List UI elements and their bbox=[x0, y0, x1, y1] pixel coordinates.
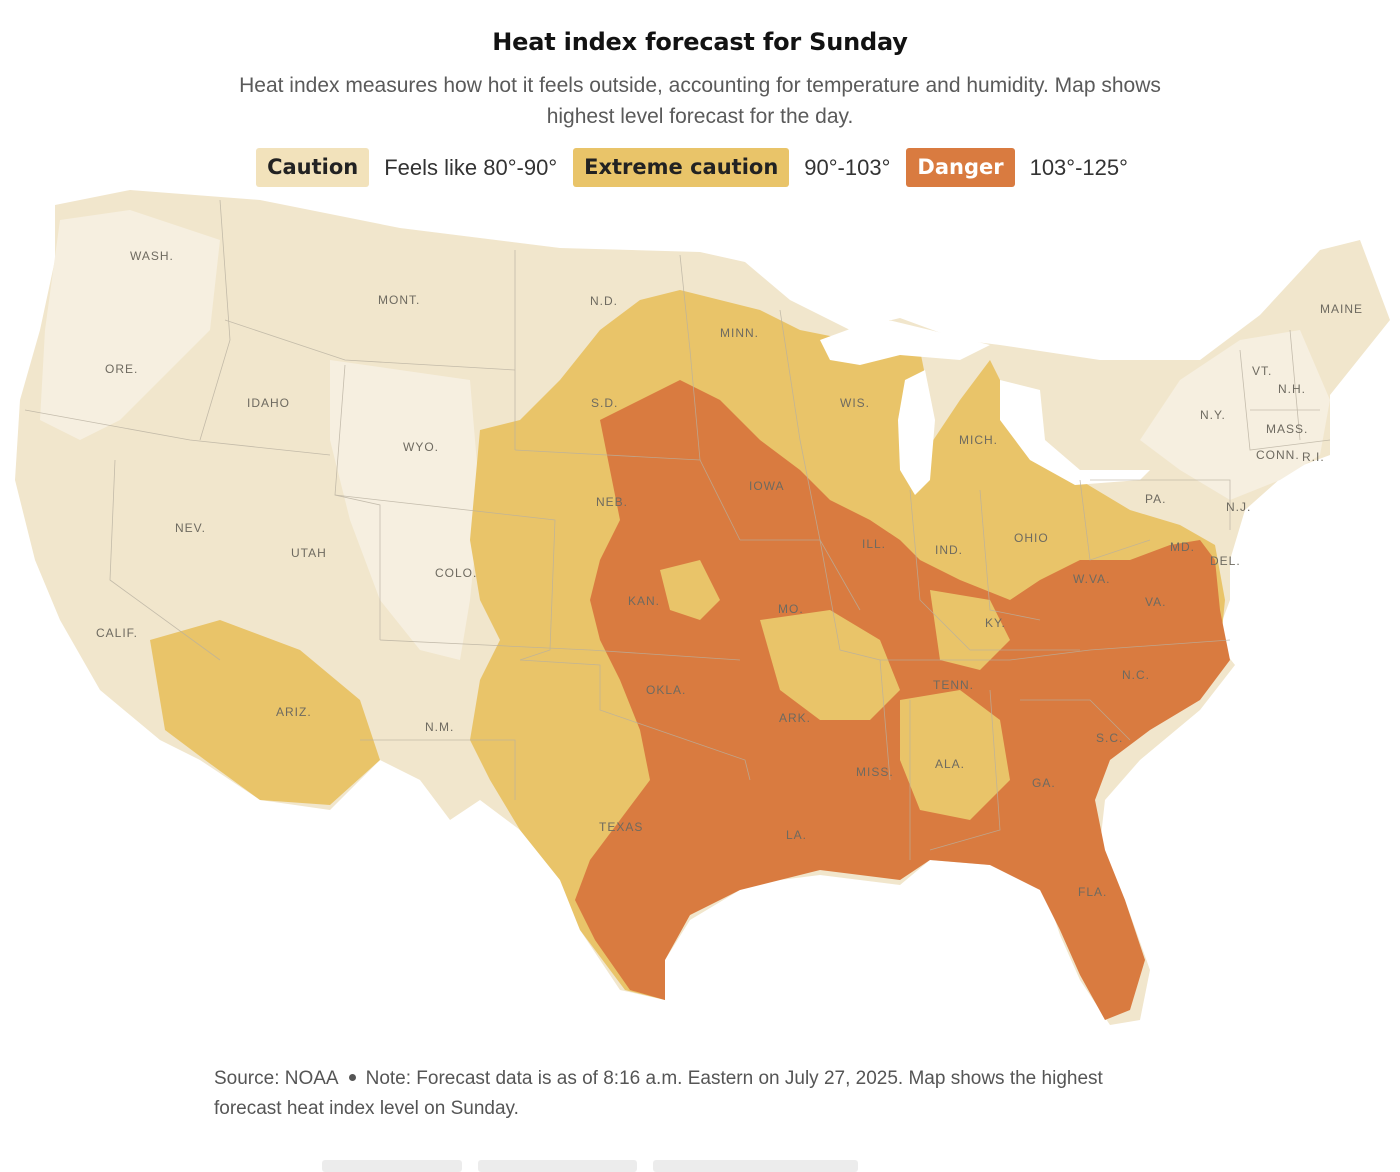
label-sc: S.C. bbox=[1096, 731, 1123, 745]
label-nev: NEV. bbox=[175, 521, 206, 535]
label-okla: OKLA. bbox=[646, 683, 686, 697]
label-mont: MONT. bbox=[378, 293, 420, 307]
source-label: Source: NOAA bbox=[214, 1068, 339, 1089]
label-utah: UTAH bbox=[291, 546, 327, 560]
legend: Caution Feels like 80°-90° Extreme cauti… bbox=[0, 148, 1400, 187]
label-colo: COLO. bbox=[435, 566, 477, 580]
label-ore: ORE. bbox=[105, 362, 138, 376]
label-nj: N.J. bbox=[1226, 500, 1251, 514]
label-texas: TEXAS bbox=[599, 820, 643, 834]
note-text: Note: Forecast data is as of 8:16 a.m. E… bbox=[214, 1068, 1103, 1119]
legend-extreme-caution-swatch: Extreme caution bbox=[573, 148, 790, 187]
label-wyo: WYO. bbox=[403, 440, 439, 454]
extreme-caution-patch-2 bbox=[900, 690, 1010, 820]
extreme-caution-southwest bbox=[150, 620, 380, 805]
label-maine: MAINE bbox=[1320, 302, 1363, 316]
map-title: Heat index forecast for Sunday bbox=[492, 28, 908, 56]
label-vt: VT. bbox=[1252, 364, 1272, 378]
label-ind: IND. bbox=[935, 543, 963, 557]
label-nd: N.D. bbox=[590, 294, 618, 308]
label-ariz: ARIZ. bbox=[276, 705, 312, 719]
label-mo: MO. bbox=[778, 602, 804, 616]
label-nc: N.C. bbox=[1122, 668, 1150, 682]
legend-danger-swatch: Danger bbox=[906, 148, 1015, 187]
label-md: MD. bbox=[1170, 540, 1195, 554]
label-miss: MISS. bbox=[856, 765, 894, 779]
label-la: LA. bbox=[786, 828, 807, 842]
label-minn: MINN. bbox=[720, 326, 759, 340]
label-ill: ILL. bbox=[862, 537, 886, 551]
label-idaho: IDAHO bbox=[247, 396, 290, 410]
pale-region-northeast bbox=[1140, 330, 1330, 500]
label-kan: KAN. bbox=[628, 594, 660, 608]
label-iowa: IOWA bbox=[749, 479, 785, 493]
label-ga: GA. bbox=[1032, 776, 1056, 790]
label-wva: W.VA. bbox=[1073, 572, 1110, 586]
extreme-caution-patch-1 bbox=[760, 610, 900, 720]
lake-superior bbox=[820, 318, 990, 365]
label-nm: N.M. bbox=[425, 720, 454, 734]
label-va: VA. bbox=[1145, 595, 1166, 609]
separator-dot-icon bbox=[348, 1073, 356, 1081]
label-mich: MICH. bbox=[959, 433, 998, 447]
legend-danger-range: 103°-125° bbox=[1029, 154, 1128, 180]
legend-extreme-caution-range: 90°-103° bbox=[804, 154, 891, 180]
share-button-3[interactable] bbox=[653, 1160, 858, 1172]
lake-huron-erie bbox=[1000, 380, 1150, 485]
label-fla: FLA. bbox=[1078, 885, 1107, 899]
label-pa: PA. bbox=[1145, 492, 1166, 506]
state-boundaries bbox=[24, 199, 1331, 860]
label-ky: KY. bbox=[985, 616, 1006, 630]
label-ala: ALA. bbox=[935, 757, 965, 771]
label-wash: WASH. bbox=[130, 249, 174, 263]
share-button-2[interactable] bbox=[478, 1160, 637, 1172]
pale-region-rockies bbox=[330, 360, 480, 660]
label-mass: MASS. bbox=[1266, 422, 1308, 436]
source-note: Source: NOAA Note: Forecast data is as of… bbox=[214, 1064, 1174, 1124]
label-nh: N.H. bbox=[1278, 382, 1306, 396]
label-ark: ARK. bbox=[779, 711, 811, 725]
label-wis: WIS. bbox=[840, 396, 870, 410]
legend-caution-range: Feels like 80°-90° bbox=[384, 154, 558, 180]
label-tenn: TENN. bbox=[933, 678, 974, 692]
lake-michigan bbox=[898, 370, 935, 495]
pale-region-west bbox=[40, 210, 220, 440]
label-ny: N.Y. bbox=[1200, 408, 1226, 422]
label-ri: R.I. bbox=[1302, 450, 1325, 464]
label-conn: CONN. bbox=[1256, 448, 1300, 462]
map-subtitle: Heat index measures how hot it feels out… bbox=[239, 74, 1161, 128]
state-labels: WASH. ORE. CALIF. IDAHO NEV. MONT. WYO. … bbox=[96, 249, 1363, 899]
share-button-1[interactable] bbox=[322, 1160, 462, 1172]
label-sd: S.D. bbox=[591, 396, 618, 410]
label-calif: CALIF. bbox=[96, 626, 138, 640]
legend-caution-swatch: Caution bbox=[256, 148, 370, 187]
label-del: DEL. bbox=[1210, 554, 1241, 568]
label-neb: NEB. bbox=[596, 495, 628, 509]
label-ohio: OHIO bbox=[1014, 531, 1049, 545]
us-heat-index-map: WASH. ORE. CALIF. IDAHO NEV. MONT. WYO. … bbox=[15, 190, 1390, 1025]
extreme-caution-patch-4 bbox=[660, 560, 720, 620]
